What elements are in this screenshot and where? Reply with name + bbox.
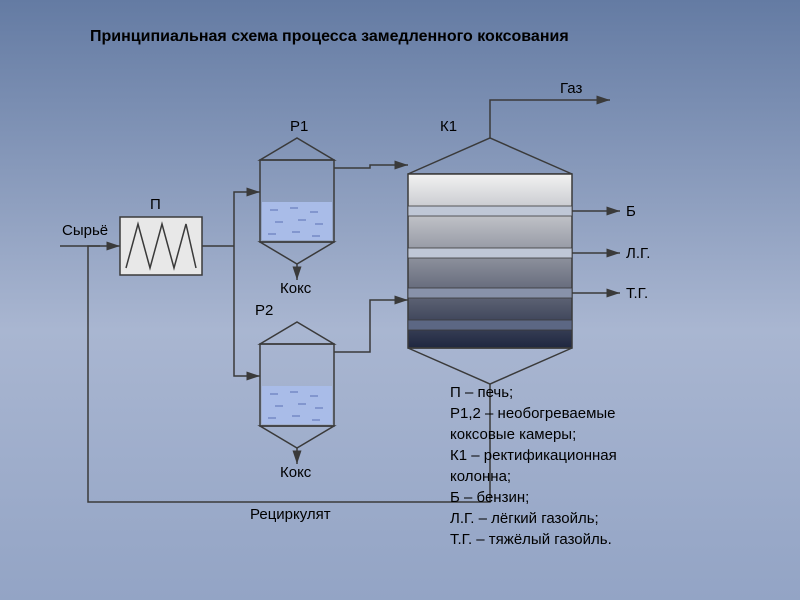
- label-recycle: Рециркулят: [250, 506, 331, 523]
- label-tg: Т.Г.: [626, 285, 648, 302]
- label-coke2: Кокс: [280, 464, 311, 481]
- label-k1: К1: [440, 118, 457, 135]
- legend-line-6: Б – бензин;: [450, 487, 617, 508]
- legend-line-5: колонна;: [450, 466, 617, 487]
- r1-to-column: [334, 165, 408, 168]
- label-gas: Газ: [560, 80, 582, 97]
- label-lg: Л.Г.: [626, 245, 650, 262]
- label-furnace: П: [150, 196, 161, 213]
- legend-line-7: Л.Г. – лёгкий газойль;: [450, 508, 617, 529]
- label-r1: Р1: [290, 118, 308, 135]
- legend-line-3: коксовые камеры;: [450, 424, 617, 445]
- reactor-2: [260, 322, 334, 448]
- to-r1: [234, 192, 260, 246]
- legend-line-4: К1 – ректификационная: [450, 445, 617, 466]
- gas-out: [490, 100, 610, 138]
- legend-line-2: Р1,2 – необогреваемые: [450, 403, 617, 424]
- label-r2: Р2: [255, 302, 273, 319]
- legend-block: П – печь; Р1,2 – необогреваемые коксовые…: [450, 382, 617, 550]
- legend-line-8: Т.Г. – тяжёлый газойль.: [450, 529, 617, 550]
- column-k1: [408, 138, 572, 384]
- reactor-1: [260, 138, 334, 264]
- r2-to-column: [334, 300, 408, 352]
- legend-line-1: П – печь;: [450, 382, 617, 403]
- label-feed: Сырьё: [62, 222, 108, 239]
- process-diagram: [0, 0, 800, 600]
- label-b: Б: [626, 203, 636, 220]
- label-coke1: Кокс: [280, 280, 311, 297]
